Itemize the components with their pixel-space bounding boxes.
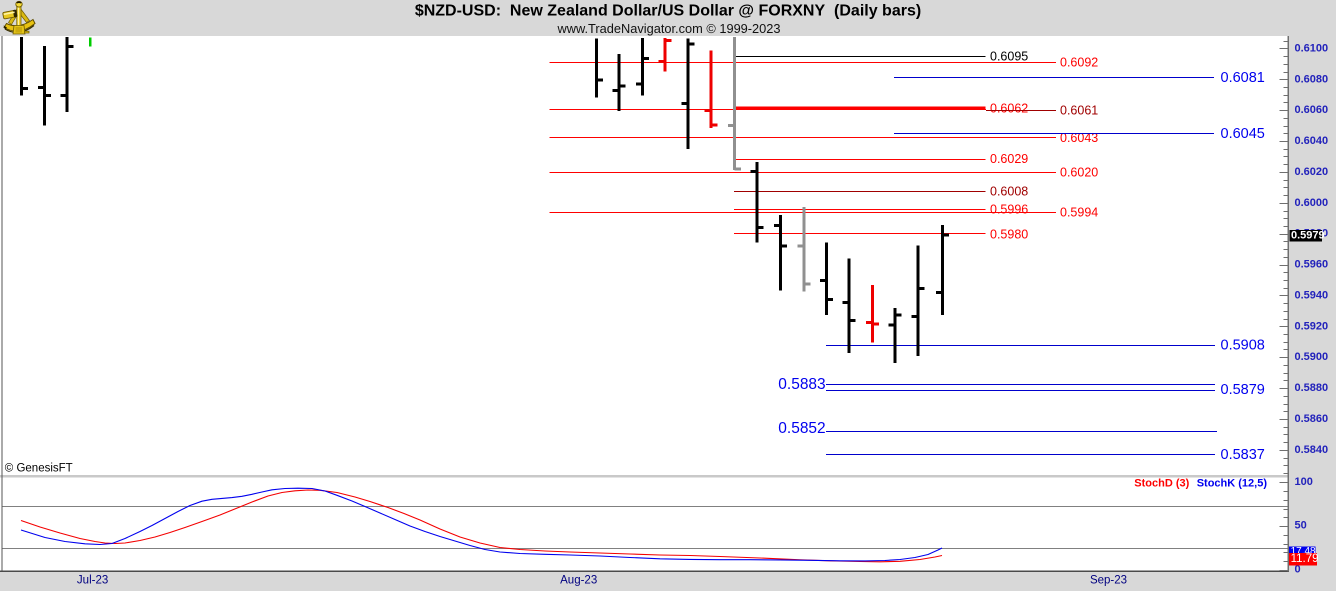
svg-text:0.6095: 0.6095 [990, 50, 1028, 64]
svg-text:11.79: 11.79 [1291, 553, 1319, 565]
svg-text:0.5883: 0.5883 [778, 376, 825, 393]
svg-text:17.48: 17.48 [1291, 546, 1316, 557]
svg-text:0.6061: 0.6061 [1060, 104, 1098, 118]
svg-text:0.6045: 0.6045 [1221, 126, 1265, 142]
svg-text:0.5860: 0.5860 [1295, 413, 1329, 425]
svg-text:0.5994: 0.5994 [1060, 205, 1098, 219]
svg-text:Jul-23: Jul-23 [77, 575, 108, 587]
svg-text:0.6043: 0.6043 [1060, 131, 1098, 145]
svg-text:0.5908: 0.5908 [1221, 338, 1265, 354]
svg-text:0.5852: 0.5852 [778, 420, 825, 437]
svg-text:0.5900: 0.5900 [1295, 351, 1329, 363]
svg-text:Sep-23: Sep-23 [1090, 575, 1127, 587]
svg-text:StochK (12,5): StochK (12,5) [1197, 477, 1268, 489]
svg-text:0.5940: 0.5940 [1295, 289, 1329, 301]
svg-text:0.5960: 0.5960 [1295, 259, 1329, 271]
svg-text:0.6029: 0.6029 [990, 152, 1028, 166]
svg-text:0.6020: 0.6020 [1295, 166, 1329, 178]
svg-text:50: 50 [1295, 519, 1307, 531]
svg-text:© GenesisFT: © GenesisFT [5, 462, 73, 474]
svg-text:0.6100: 0.6100 [1295, 42, 1329, 54]
svg-text:0.5980: 0.5980 [990, 227, 1028, 241]
svg-text:0.6000: 0.6000 [1295, 197, 1329, 209]
svg-text:StochD (3): StochD (3) [1134, 477, 1189, 489]
svg-text:0.6092: 0.6092 [1060, 56, 1098, 70]
svg-text:0.5996: 0.5996 [990, 203, 1028, 217]
svg-text:$NZD-USD: New Zealand Dollar/: $NZD-USD: New Zealand Dollar/US Dollar @… [415, 3, 921, 20]
svg-text:0.6020: 0.6020 [1060, 166, 1098, 180]
svg-text:0.6081: 0.6081 [1221, 70, 1265, 86]
svg-text:0: 0 [1295, 563, 1301, 575]
svg-text:0.6080: 0.6080 [1295, 73, 1329, 85]
svg-text:0.5879: 0.5879 [1221, 382, 1265, 398]
svg-text:www.TradeNavigator.com © 1999-: www.TradeNavigator.com © 1999-2023 [556, 21, 780, 36]
svg-text:0.5880: 0.5880 [1295, 382, 1329, 394]
svg-text:0.5920: 0.5920 [1295, 320, 1329, 332]
svg-text:Aug-23: Aug-23 [560, 575, 597, 587]
svg-text:0.5837: 0.5837 [1221, 447, 1265, 463]
svg-text:0.5840: 0.5840 [1295, 444, 1329, 456]
svg-text:0.5979: 0.5979 [1291, 230, 1325, 242]
svg-text:0.6060: 0.6060 [1295, 104, 1329, 116]
svg-text:0.6008: 0.6008 [990, 185, 1028, 199]
svg-text:0.6062: 0.6062 [990, 102, 1028, 116]
svg-text:100: 100 [1295, 476, 1313, 488]
svg-text:0.6040: 0.6040 [1295, 135, 1329, 147]
